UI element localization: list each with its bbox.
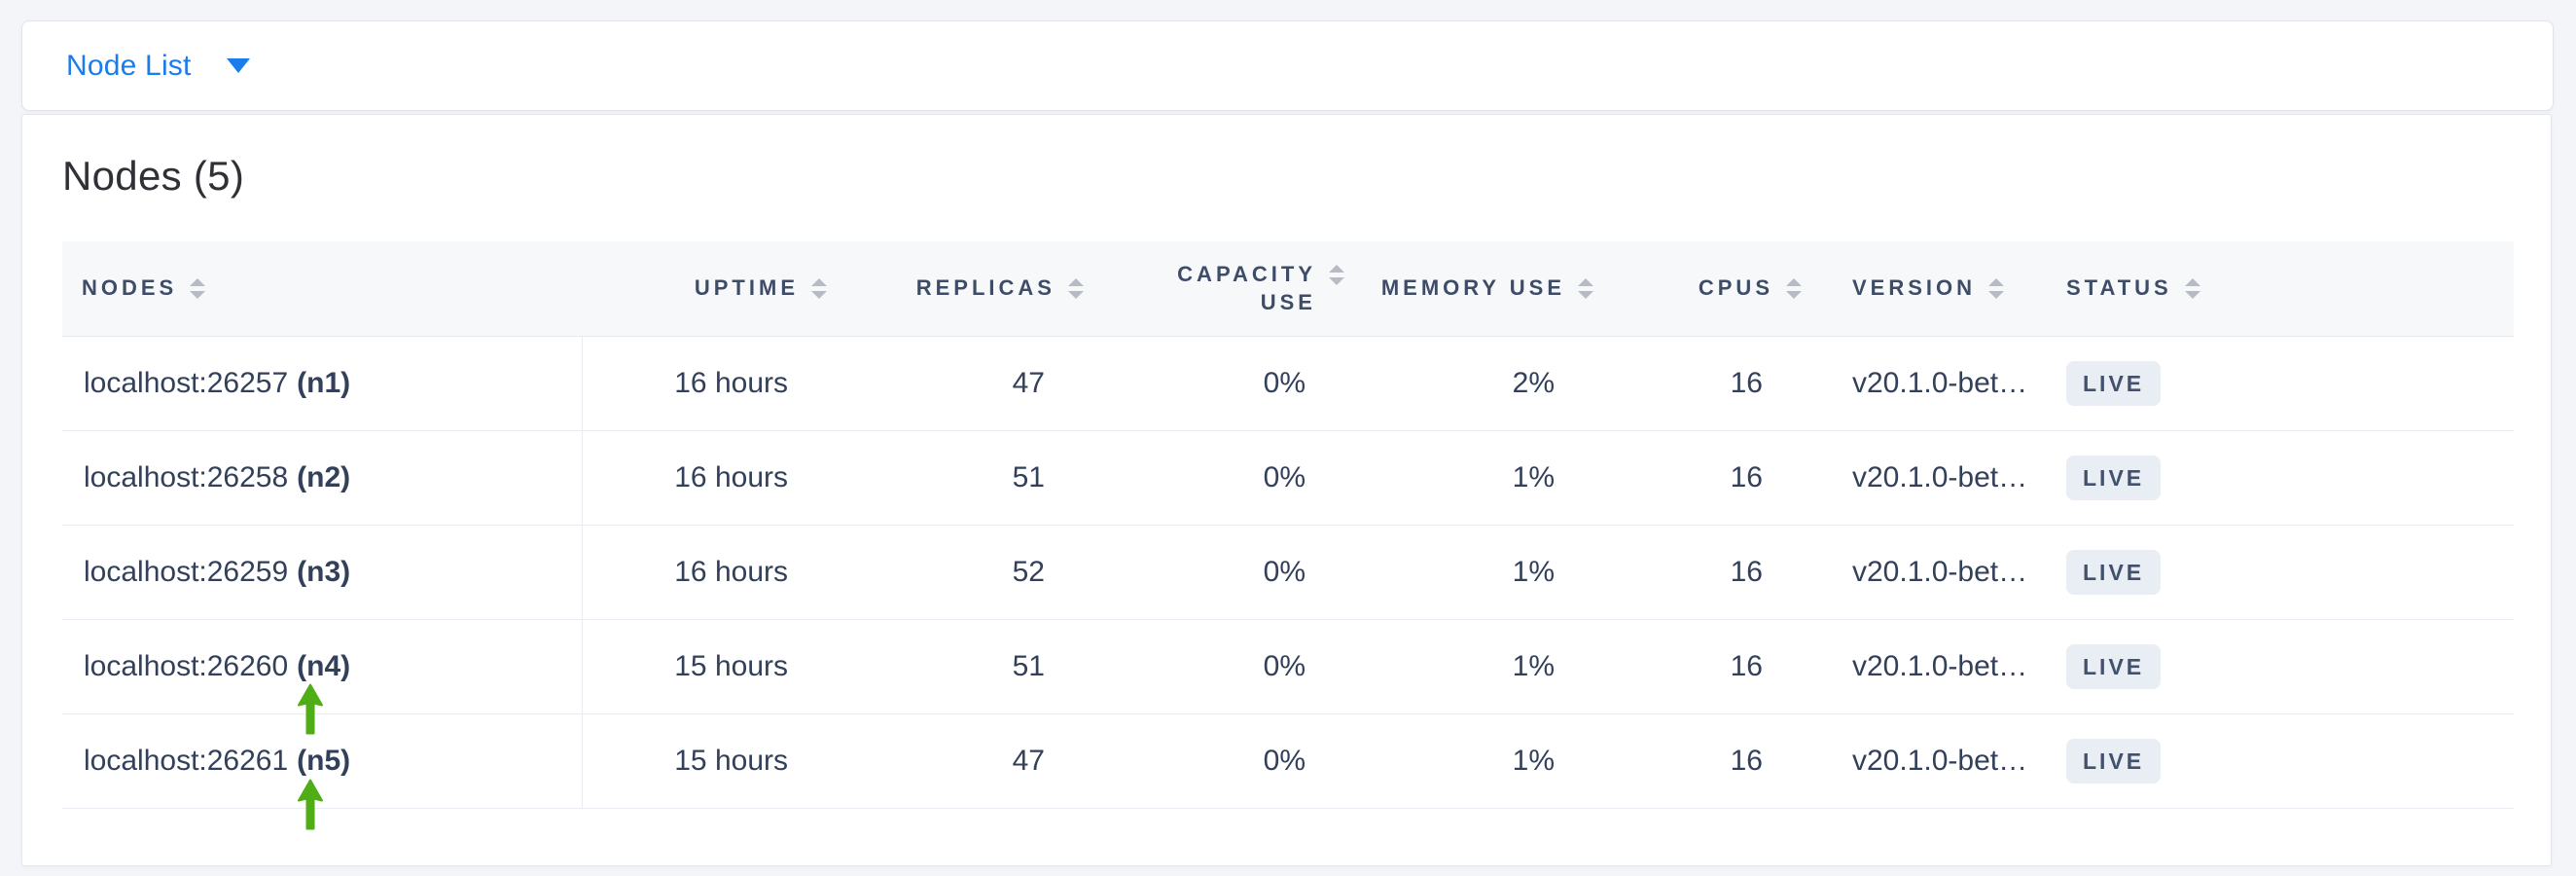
column-header-uptime[interactable]: UPTIME (582, 241, 839, 337)
nodes-panel: Nodes (5) NODES UPTIME (21, 114, 2552, 866)
chevron-down-icon (226, 58, 250, 73)
cell-uptime: 16 hours (582, 525, 839, 620)
table-row: localhost:26257 (n1) 16 hours 47 0% 2% 16… (62, 336, 2514, 431)
column-header-capacity-use[interactable]: CAPACITY USE (1095, 241, 1356, 337)
sort-icon (811, 277, 827, 299)
cell-node: localhost:26257 (n1) (62, 336, 583, 431)
cell-replicas: 47 (839, 336, 1095, 431)
column-label: UPTIME (694, 275, 799, 301)
cell-uptime: 15 hours (582, 619, 839, 714)
cell-status: LIVE (2045, 336, 2514, 431)
table-row: localhost:26260 (n4) 15 hours 51 0% 1% 16… (62, 619, 2514, 714)
column-label: CPUS (1698, 275, 1773, 301)
status-badge: LIVE (2066, 360, 2162, 406)
column-label: REPLICAS (915, 275, 1055, 301)
cell-node: localhost:26258 (n2) (62, 430, 583, 526)
column-label: MEMORY USE (1380, 275, 1565, 301)
status-badge: LIVE (2066, 643, 2162, 689)
annotation-arrow-up-n5 (298, 779, 323, 830)
cell-uptime: 15 hours (582, 713, 839, 809)
cell-status: LIVE (2045, 713, 2514, 809)
annotation-arrow-up-n4 (298, 683, 323, 735)
column-header-replicas[interactable]: REPLICAS (839, 241, 1095, 337)
cell-node: localhost:26261 (n5) (62, 713, 583, 809)
cell-status: LIVE (2045, 525, 2514, 620)
column-label: VERSION (1852, 275, 1977, 301)
column-header-memory-use[interactable]: MEMORY USE (1356, 241, 1605, 337)
cell-replicas: 51 (839, 430, 1095, 526)
table-header-row: NODES UPTIME REPLICAS (62, 241, 2514, 337)
cell-capacity-use: 0% (1095, 336, 1356, 431)
node-table: NODES UPTIME REPLICAS (62, 241, 2514, 809)
node-name: (n3) (297, 555, 351, 588)
cell-memory-use: 1% (1356, 525, 1605, 620)
node-name: (n4) (297, 649, 351, 682)
sort-icon (1786, 277, 1802, 299)
cell-capacity-use: 0% (1095, 525, 1356, 620)
cell-version: v20.1.0-bet… (1813, 430, 2045, 526)
status-badge: LIVE (2066, 455, 2162, 500)
cell-cpus: 16 (1605, 430, 1813, 526)
cell-version: v20.1.0-bet… (1813, 525, 2045, 620)
node-name: (n1) (297, 366, 351, 399)
cell-node: localhost:26259 (n3) (62, 525, 583, 620)
cell-replicas: 52 (839, 525, 1095, 620)
cell-status: LIVE (2045, 430, 2514, 526)
cell-node: localhost:26260 (n4) (62, 619, 583, 714)
sort-icon (190, 277, 206, 299)
column-header-status[interactable]: STATUS (2045, 241, 2514, 337)
cell-memory-use: 1% (1356, 619, 1605, 714)
view-selector-label: Node List (66, 49, 192, 82)
cell-version: v20.1.0-bet… (1813, 336, 2045, 431)
cell-capacity-use: 0% (1095, 713, 1356, 809)
node-address: localhost:26258 (84, 460, 289, 493)
page-title: Nodes (5) (62, 153, 245, 199)
cell-capacity-use: 0% (1095, 430, 1356, 526)
sort-icon (1578, 277, 1593, 299)
node-name: (n5) (297, 744, 351, 777)
node-name: (n2) (297, 460, 351, 493)
sort-icon (1988, 277, 2005, 299)
cell-uptime: 16 hours (582, 336, 839, 431)
column-label: CAPACITY USE (1177, 261, 1316, 315)
table-row: localhost:26259 (n3) 16 hours 52 0% 1% 16… (62, 525, 2514, 620)
cell-cpus: 16 (1605, 619, 1813, 714)
cell-cpus: 16 (1605, 525, 1813, 620)
view-selector-bar: Node List (21, 20, 2554, 111)
column-header-cpus[interactable]: CPUS (1605, 241, 1813, 337)
cell-memory-use: 2% (1356, 336, 1605, 431)
sort-icon (2184, 277, 2200, 299)
cell-memory-use: 1% (1356, 713, 1605, 809)
node-address: localhost:26261 (84, 744, 289, 777)
column-label: NODES (82, 275, 178, 301)
cell-version: v20.1.0-bet… (1813, 713, 2045, 809)
node-address: localhost:26257 (84, 366, 289, 399)
table-row: localhost:26258 (n2) 16 hours 51 0% 1% 16… (62, 430, 2514, 526)
status-badge: LIVE (2066, 549, 2162, 595)
cell-cpus: 16 (1605, 713, 1813, 809)
table-row: localhost:26261 (n5) 15 hours 47 0% 1% 16… (62, 713, 2514, 809)
cell-capacity-use: 0% (1095, 619, 1356, 714)
cell-memory-use: 1% (1356, 430, 1605, 526)
cell-replicas: 47 (839, 713, 1095, 809)
column-header-version[interactable]: VERSION (1813, 241, 2045, 337)
status-badge: LIVE (2066, 738, 2162, 784)
column-label: STATUS (2066, 275, 2172, 301)
cell-status: LIVE (2045, 619, 2514, 714)
cell-uptime: 16 hours (582, 430, 839, 526)
sort-icon (1068, 277, 1084, 299)
cell-cpus: 16 (1605, 336, 1813, 431)
cell-replicas: 51 (839, 619, 1095, 714)
view-selector-dropdown[interactable]: Node List (66, 50, 250, 83)
column-header-nodes[interactable]: NODES (62, 241, 582, 337)
node-address: localhost:26259 (84, 555, 289, 588)
node-address: localhost:26260 (84, 649, 289, 682)
cell-version: v20.1.0-bet… (1813, 619, 2045, 714)
sort-icon (1329, 264, 1344, 285)
